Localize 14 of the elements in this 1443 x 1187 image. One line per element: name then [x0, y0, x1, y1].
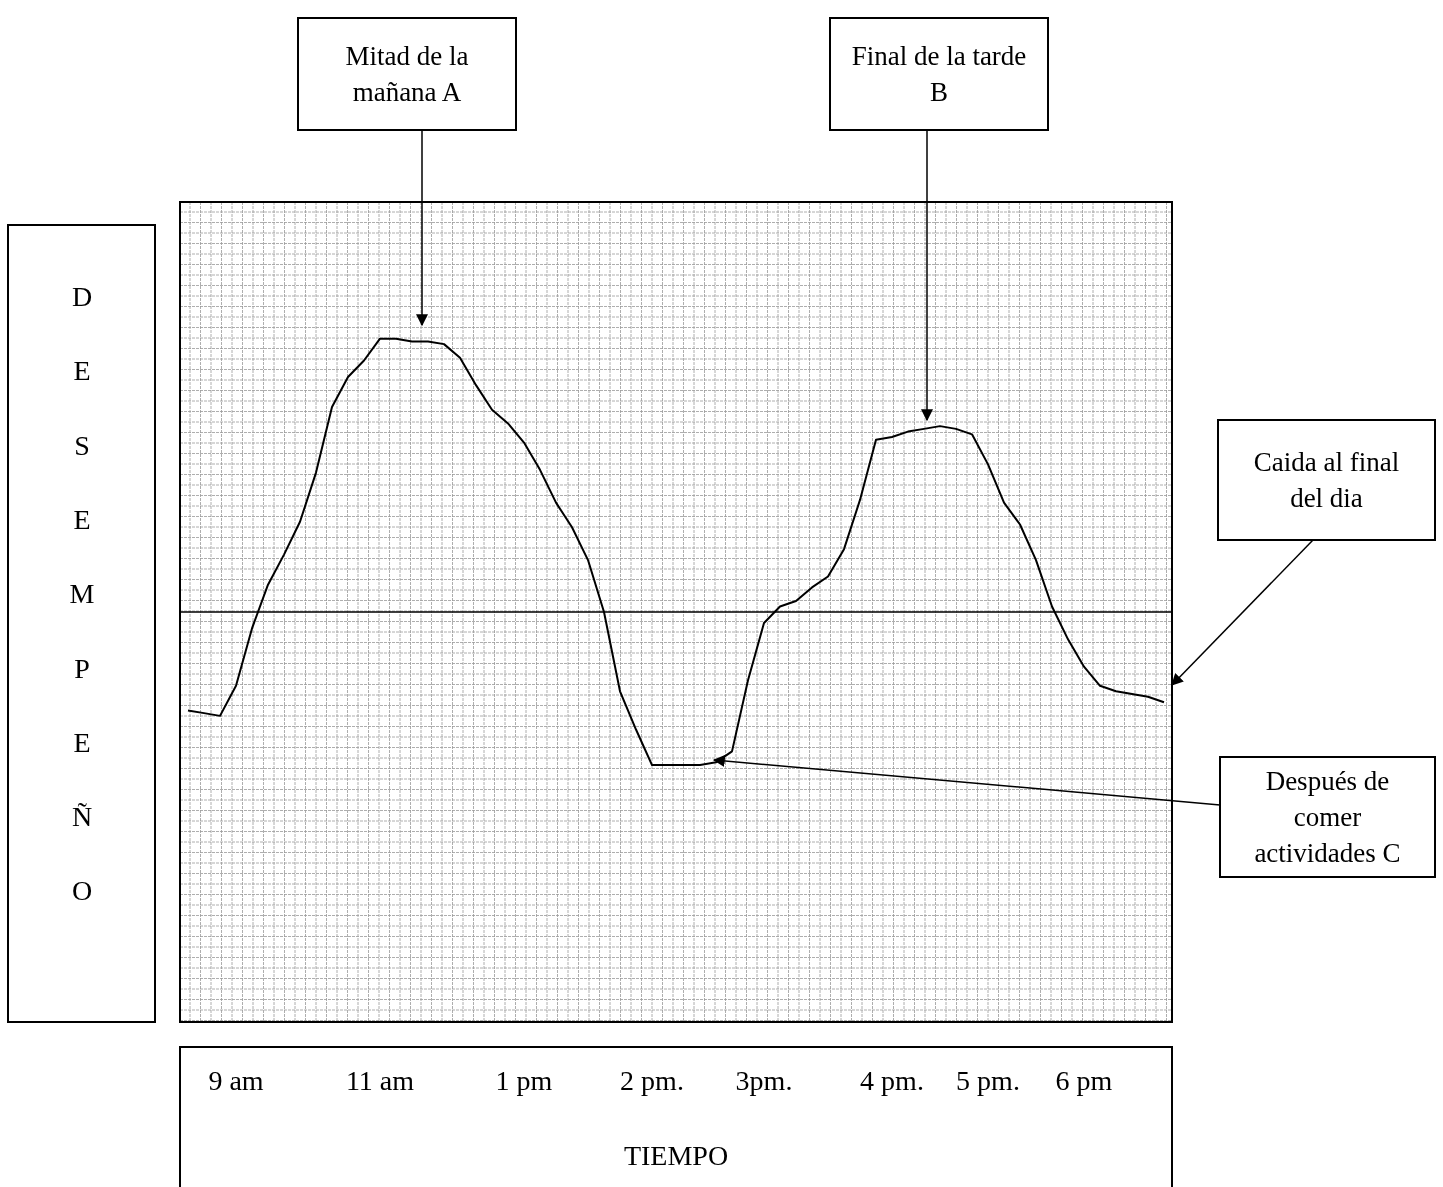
text: Final de la tarde B — [851, 41, 1027, 107]
x-tick-label: 11 am — [345, 1065, 415, 1096]
x-tick-label: 9 am — [208, 1065, 264, 1096]
text: DESEMPEÑO — [69, 281, 95, 907]
x-tick-label: 2 pm. — [620, 1065, 684, 1096]
x-tick-label: 4 pm. — [860, 1065, 924, 1096]
text: Mitad de la mañana A — [345, 41, 469, 107]
x-tick-label: 3pm. — [735, 1065, 793, 1096]
text: Caida al final del dia — [1253, 447, 1400, 513]
x-tick-label: 6 pm — [1055, 1065, 1113, 1096]
x-tick-label: 1 pm — [495, 1065, 553, 1096]
x-tick-label: 5 pm. — [956, 1065, 1020, 1096]
x-axis-title: TIEMPO — [623, 1140, 729, 1171]
text: Después de comer actividades C — [1254, 766, 1401, 868]
